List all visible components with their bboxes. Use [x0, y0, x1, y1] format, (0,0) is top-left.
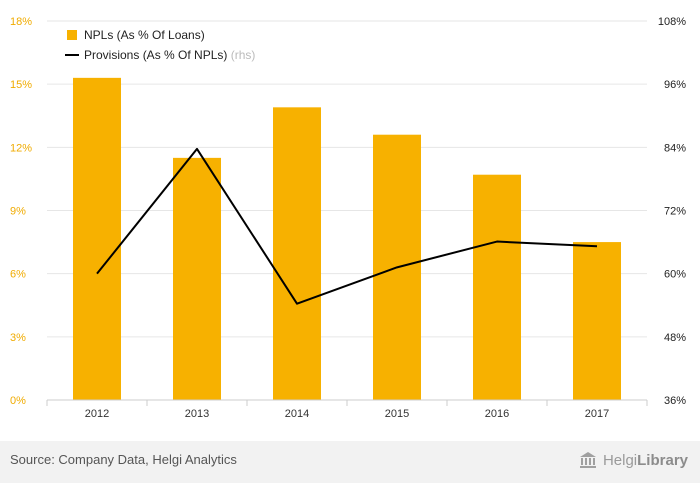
legend-label-provisions: Provisions (As % Of NPLs) (rhs) — [84, 48, 255, 62]
y-right-tick-label: 84% — [664, 142, 686, 154]
library-building-icon — [579, 452, 596, 468]
y-right-tick-label: 36% — [664, 395, 686, 407]
brand-suffix: Library — [637, 451, 688, 469]
footer-bar: Source: Company Data, Helgi Analytics He… — [0, 441, 700, 483]
bar-npl — [73, 77, 121, 400]
legend-swatch-npl — [67, 30, 77, 40]
line-provisions — [96, 147, 598, 305]
x-tick-label: 2012 — [85, 408, 109, 420]
legend-rhs-note: (rhs) — [231, 48, 256, 62]
bar-npl — [173, 157, 221, 400]
y-right-tick-label: 60% — [664, 269, 686, 281]
y-right-tick-label: 72% — [664, 206, 686, 218]
y-left-tick-label: 9% — [10, 206, 26, 218]
y-left-tick-label: 12% — [10, 142, 32, 154]
y-right-tick-label: 48% — [664, 332, 686, 344]
helgi-library-logo: Helgi Library — [579, 451, 688, 469]
legend-label-npl: NPLs (As % Of Loans) — [84, 28, 205, 42]
y-right-tick-label: 108% — [658, 16, 686, 28]
brand-prefix: Helgi — [602, 451, 638, 469]
y-right-tick-label: 96% — [664, 79, 686, 91]
bar-npl — [573, 242, 621, 400]
x-tick-label: 2015 — [385, 408, 409, 420]
y-left-tick-label: 6% — [10, 269, 26, 281]
y-left-tick-label: 18% — [10, 16, 32, 28]
bar-npl — [473, 174, 521, 400]
chart-svg: 0% 3% 6% 9% 12% 15% 18% 36% 48% 60% 72% 84% 96% 108% 2… — [10, 16, 686, 420]
x-tick-label: 2013 — [185, 408, 209, 420]
source-note: Source: Company Data, Helgi Analytics — [10, 452, 237, 467]
y-left-tick-label: 15% — [10, 79, 32, 91]
x-tick-label: 2016 — [485, 408, 509, 420]
x-tick-label: 2017 — [585, 408, 609, 420]
y-left-tick-label: 3% — [10, 332, 26, 344]
bar-npl — [273, 107, 321, 401]
y-left-tick-label: 0% — [10, 395, 26, 407]
x-tick-label: 2014 — [285, 408, 309, 420]
